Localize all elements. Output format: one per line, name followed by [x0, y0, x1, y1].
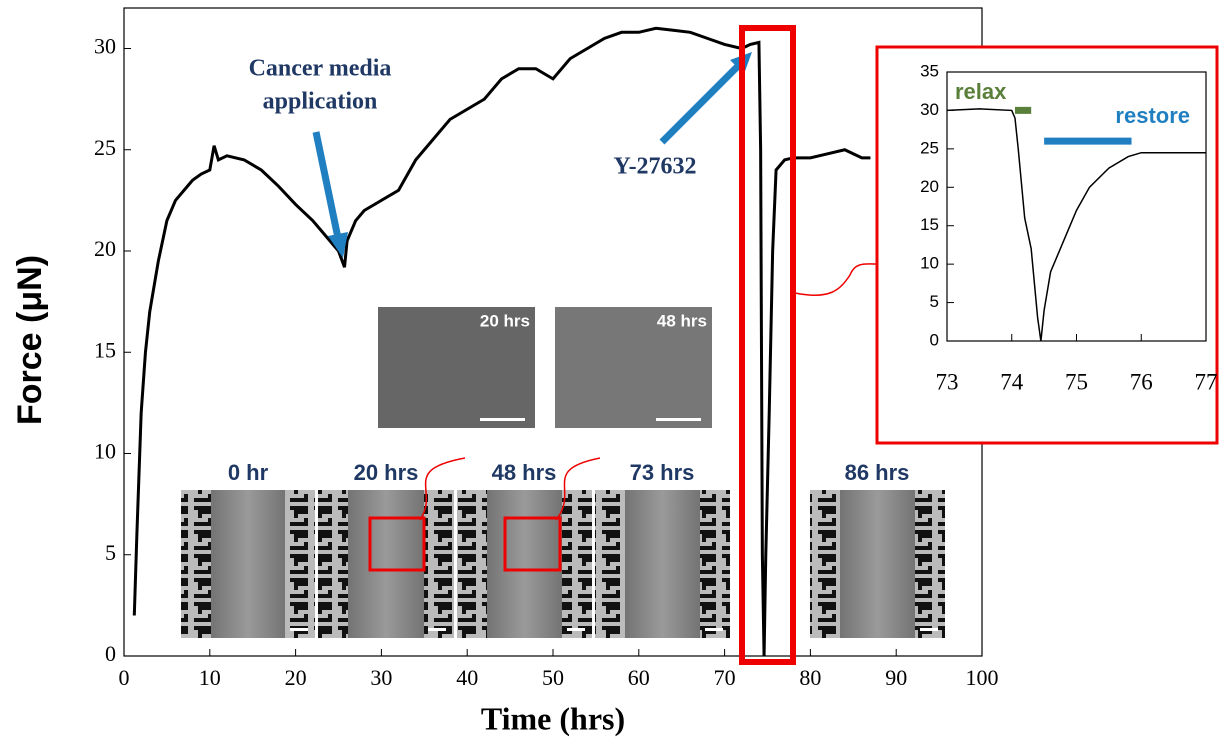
y-tick-label: 25 — [920, 138, 939, 157]
connector — [419, 457, 466, 521]
x-tick-label: 20 — [285, 665, 307, 690]
x-tick-label: 60 — [628, 665, 650, 690]
connector — [794, 263, 878, 297]
x-tick-label: 0 — [119, 665, 130, 690]
highlight-box — [739, 25, 796, 665]
y-tick-label: 5 — [930, 292, 939, 311]
y-tick-label: 20 — [94, 236, 116, 261]
arrow — [312, 131, 342, 239]
x-tick-label: 74 — [1000, 369, 1024, 394]
zoom-image — [378, 307, 535, 428]
image-label: 86 hrs — [845, 460, 910, 485]
image-label: 20 hrs — [354, 460, 419, 485]
image-label: 48 hrs — [492, 460, 557, 485]
image — [181, 490, 315, 638]
arrow-head — [328, 232, 348, 258]
x-tick-label: 70 — [714, 665, 736, 690]
x-tick-label: 75 — [1065, 369, 1088, 394]
y-tick-label: 15 — [94, 337, 116, 362]
y-tick-label: 20 — [920, 177, 939, 196]
image-label: 20 hrs — [480, 311, 530, 330]
images — [181, 307, 945, 638]
image — [595, 490, 730, 638]
bar-label: restore — [1115, 103, 1190, 128]
y-tick-label: 30 — [94, 34, 116, 59]
arrow — [659, 63, 741, 145]
y-tick-label: 0 — [105, 641, 116, 666]
annotation: Cancer media — [249, 56, 392, 82]
image — [457, 490, 592, 638]
inset-box — [875, 45, 1219, 445]
y-tick-label: 10 — [920, 254, 939, 273]
y-tick-label: 0 — [930, 330, 939, 349]
annotation: Y-27632 — [613, 154, 696, 180]
bar-label: relax — [955, 79, 1007, 104]
y-tick-label: 10 — [94, 439, 116, 464]
image-label: 73 hrs — [630, 460, 695, 485]
x-tick-label: 76 — [1130, 369, 1153, 394]
y-tick-label: 15 — [920, 215, 939, 234]
x-tick-label: 40 — [456, 665, 478, 690]
y-tick-label: 25 — [94, 135, 116, 160]
x-tick-label: 80 — [799, 665, 821, 690]
inset-plot: 0 5 10 15 20 25 30 35 73 74 75 76 77 relax restore — [920, 61, 1217, 394]
image-label: 48 hrs — [657, 311, 707, 330]
x-tick-label: 77 — [1195, 369, 1218, 394]
y-tick-label: 30 — [920, 100, 939, 119]
y-tick-label: 5 — [105, 540, 116, 565]
x-tick-label: 73 — [936, 369, 959, 394]
annotation: application — [263, 89, 378, 115]
image — [810, 490, 945, 638]
image — [318, 490, 454, 638]
x-tick-label: 100 — [966, 665, 999, 690]
x-tick-label: 10 — [199, 665, 221, 690]
connector — [555, 457, 601, 521]
x-tick-label: 50 — [542, 665, 564, 690]
image-label: 0 hr — [228, 460, 269, 485]
zoom-image — [555, 307, 712, 428]
data-line — [132, 26, 871, 657]
x-tick-label: 90 — [885, 665, 907, 690]
y-axis-label: Force (μN) — [11, 255, 49, 425]
x-tick-label: 30 — [370, 665, 392, 690]
y-tick-label: 35 — [920, 61, 939, 80]
data-line — [946, 108, 1206, 342]
x-axis-label: Time (hrs) — [481, 700, 625, 736]
